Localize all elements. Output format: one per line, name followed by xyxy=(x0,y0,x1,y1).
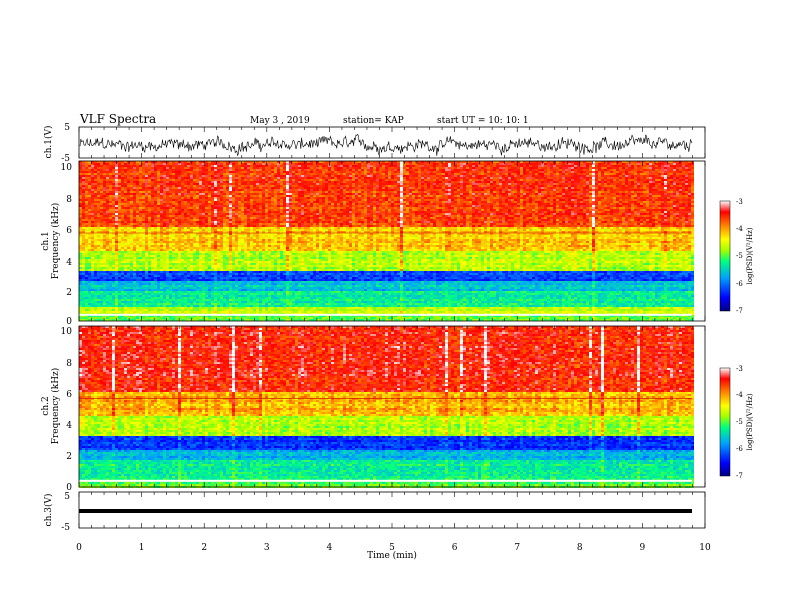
figure-title: VLF Spectra xyxy=(79,112,156,126)
ch1-spectrogram-panel: 0 2 4 6 8 10 ch.1 Frequency (kHz) xyxy=(41,161,705,327)
ch1-colorbar-label: log(PSD)(V²/Hz) xyxy=(746,227,754,284)
xtick-3: 3 xyxy=(264,543,270,553)
xtick-8: 8 xyxy=(577,543,583,553)
xtick-4: 4 xyxy=(327,543,333,553)
ch1-spectrogram-ylabel-frequency: Frequency (kHz) xyxy=(50,203,61,280)
ch1-ytick-4: 4 xyxy=(66,258,72,268)
ch2-colorbar: -3 -4 -5 -6 -7 log(PSD)(V²/Hz) xyxy=(720,365,754,480)
ch1-colorbar-bar xyxy=(720,201,730,311)
ch2-spectrogram-ylabel-frequency: Frequency (kHz) xyxy=(50,368,61,445)
x-axis: 0 1 2 3 4 5 6 7 8 9 10 Time (min) xyxy=(76,543,711,561)
xtick-2: 2 xyxy=(201,543,207,553)
ch1-ytick-6: 6 xyxy=(66,226,72,236)
ch1-spectrogram-ylabel-channel: ch.1 xyxy=(41,231,51,250)
xtick-9: 9 xyxy=(640,543,646,553)
ch3-waveform-panel: 5 -5 ch.3(V) xyxy=(43,492,705,533)
ch1-ytick-5: 5 xyxy=(64,123,70,133)
ch2-cbtick-4: -4 xyxy=(736,391,743,399)
ch2-cbtick-7: -7 xyxy=(736,472,743,480)
ch2-spectrogram-ylabel-channel: ch.2 xyxy=(41,396,51,415)
ch2-colorbar-label: log(PSD)(V²/Hz) xyxy=(746,393,754,450)
xtick-7: 7 xyxy=(514,543,520,553)
ch1-ytick-10: 10 xyxy=(61,163,73,173)
xtick-1: 1 xyxy=(139,543,145,553)
ch1-cbtick-7: -7 xyxy=(736,307,743,315)
xtick-0: 0 xyxy=(76,543,82,553)
ch2-cbtick-3: -3 xyxy=(736,365,743,373)
header-station: station= KAP xyxy=(343,116,404,126)
ch2-ytick-10: 10 xyxy=(61,327,73,337)
ch1-colorbar: -3 -4 -5 -6 -7 log(PSD)(V²/Hz) xyxy=(720,198,754,315)
ch2-ytick-8: 8 xyxy=(66,359,72,369)
ch2-cbtick-6: -6 xyxy=(736,445,743,453)
vlf-figure: VLF Spectra May 3 , 2019 station= KAP st… xyxy=(0,0,792,612)
ch2-ytick-6: 6 xyxy=(66,390,72,400)
ch2-spectrogram-panel: 0 2 4 6 8 10 ch.2 Frequency (kHz) xyxy=(41,326,705,493)
x-axis-label: Time (min) xyxy=(367,550,417,561)
ch1-waveform-panel: 5 -5 ch.1(V) xyxy=(43,123,705,164)
ch3-ytick-5: 5 xyxy=(64,492,70,502)
header-start-time: start UT = 10: 10: 1 xyxy=(437,116,529,126)
ch2-ytick-2: 2 xyxy=(66,452,72,462)
ch1-spectrogram-image xyxy=(79,161,694,321)
ch1-ytick-0: 0 xyxy=(66,317,72,327)
ch1-ytick-8: 8 xyxy=(66,195,72,205)
xtick-10: 10 xyxy=(699,543,711,553)
header-date: May 3 , 2019 xyxy=(250,116,310,126)
ch1-ytick-2: 2 xyxy=(66,288,72,298)
xtick-6: 6 xyxy=(452,543,458,553)
ch2-ytick-4: 4 xyxy=(66,421,72,431)
ch1-cbtick-4: -4 xyxy=(736,225,743,233)
ch1-cbtick-5: -5 xyxy=(736,252,743,260)
ch2-cbtick-5: -5 xyxy=(736,418,743,426)
ch1-cbtick-6: -6 xyxy=(736,280,743,288)
ch2-spectrogram-image xyxy=(79,326,694,488)
ch2-colorbar-bar xyxy=(720,368,730,476)
ch3-ytick-neg5: -5 xyxy=(61,523,70,533)
ch1-cbtick-3: -3 xyxy=(736,198,743,206)
ch3-waveform-ylabel: ch.3(V) xyxy=(43,494,54,527)
ch1-waveform-ylabel: ch.1(V) xyxy=(43,126,54,159)
